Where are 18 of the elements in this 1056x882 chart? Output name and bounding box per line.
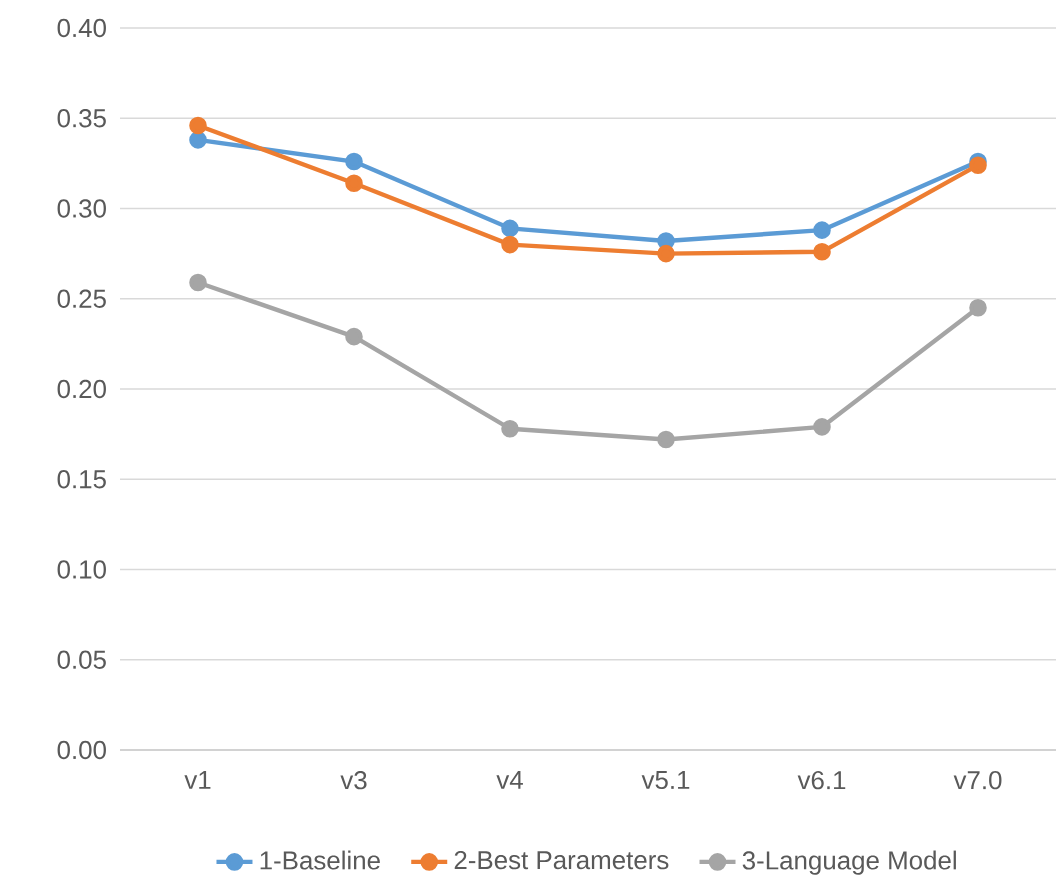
y-tick-label: 0.25 bbox=[57, 289, 106, 308]
x-tick-label: v7.0 bbox=[953, 771, 1002, 790]
y-tick-label: 0.00 bbox=[57, 740, 106, 760]
y-tick-label: 0.05 bbox=[57, 650, 106, 669]
y-tick-label: 0.20 bbox=[57, 379, 106, 399]
x-tick-label: v1 bbox=[184, 771, 211, 789]
x-tick-label: v3 bbox=[340, 771, 367, 790]
x-tick-label: v6.1 bbox=[797, 771, 846, 790]
y-tick-label: 0.30 bbox=[57, 199, 106, 218]
x-tick-label: v5.1 bbox=[641, 771, 690, 790]
legend-label: 3-Language Model bbox=[742, 850, 956, 875]
x-tick-label: v4 bbox=[496, 771, 523, 789]
y-tick-label: 0.10 bbox=[57, 560, 106, 579]
y-tick-label: 0.35 bbox=[57, 109, 106, 128]
y-tick-label: 0.15 bbox=[57, 470, 106, 489]
legend-label: 1-Baseline bbox=[260, 850, 380, 870]
legend-label: 2-Best Parameters bbox=[454, 850, 669, 870]
y-tick-label: 0.40 bbox=[57, 18, 106, 38]
